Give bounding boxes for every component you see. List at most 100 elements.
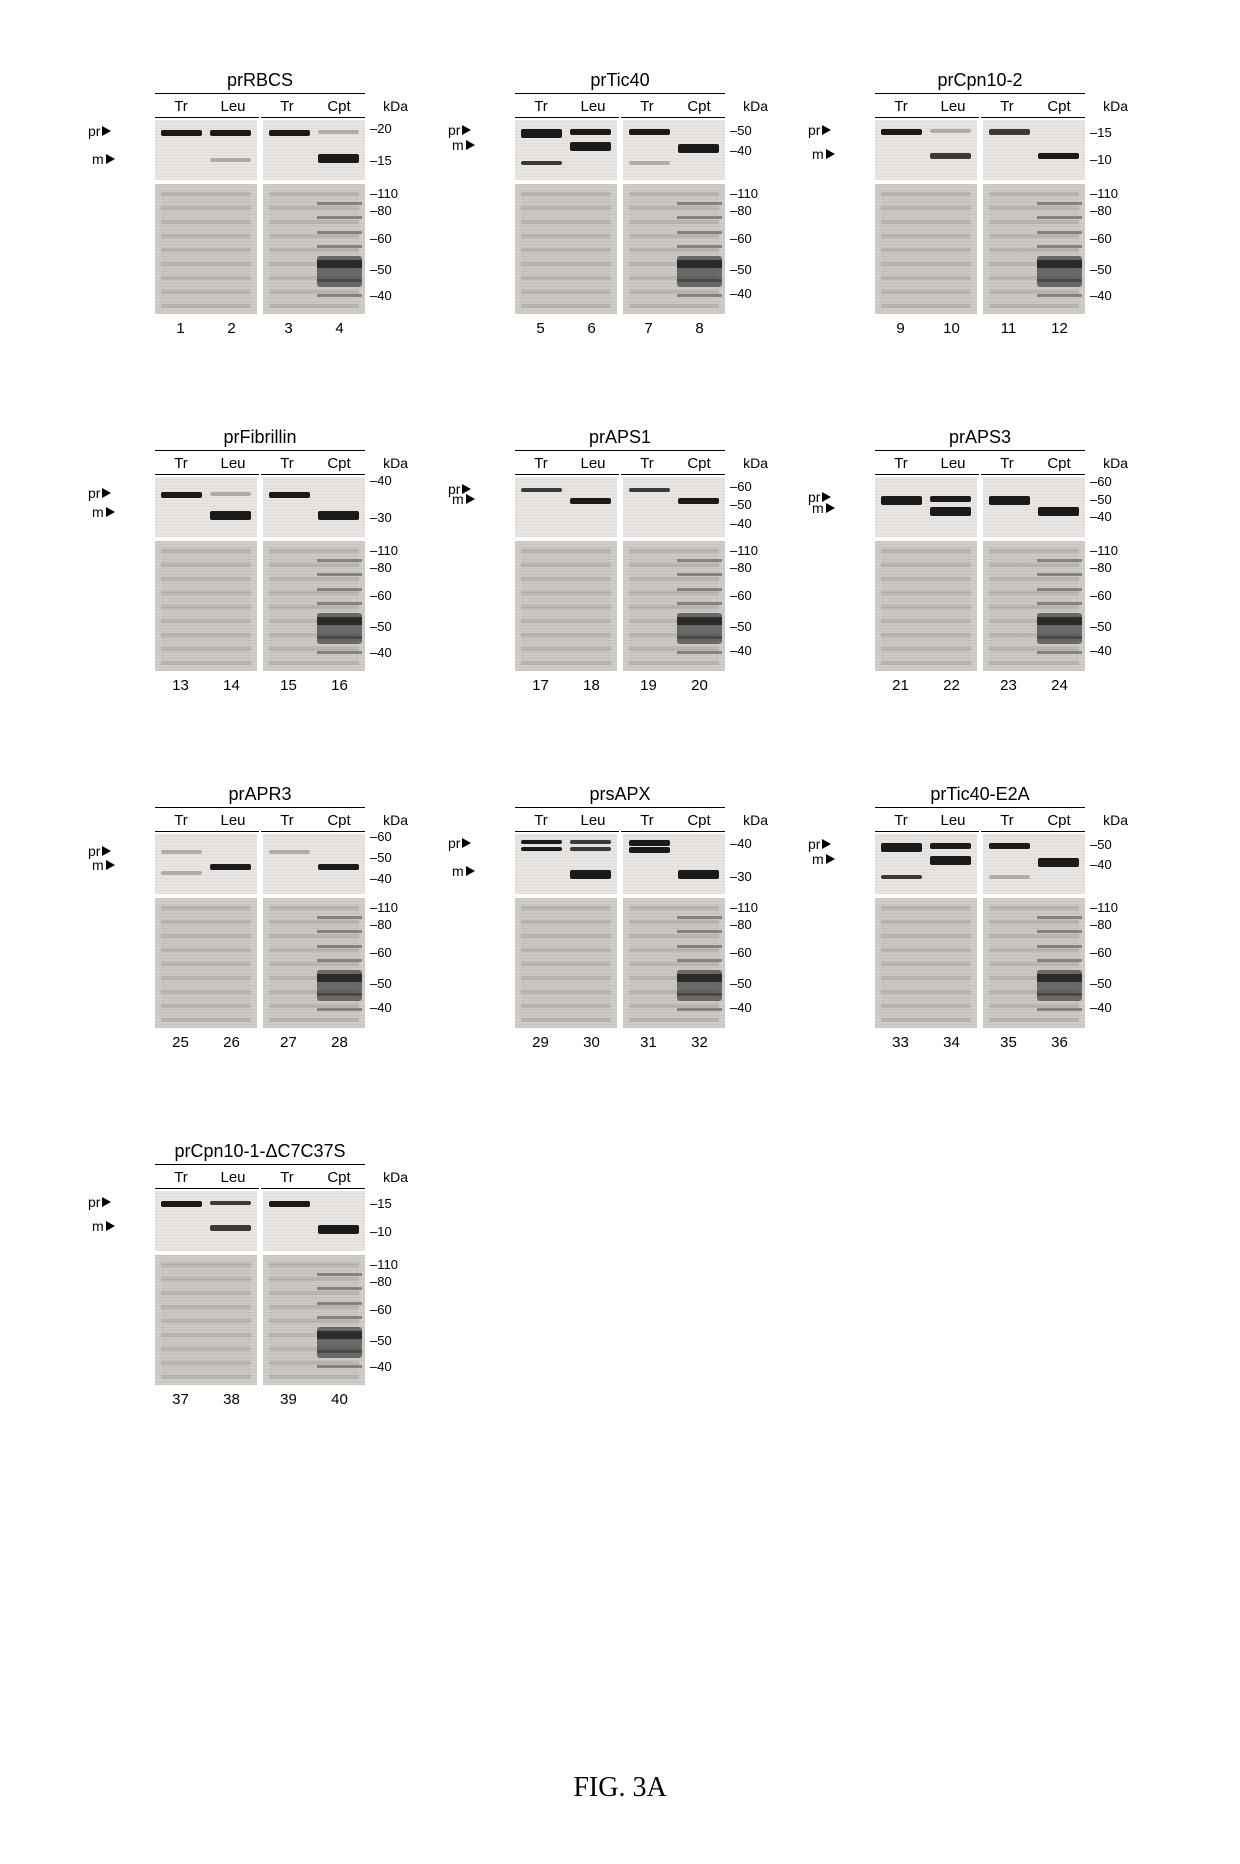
column-header: Tr: [261, 98, 313, 115]
gel-half-top: [875, 834, 977, 894]
size-marker: –60: [730, 945, 752, 960]
lane-number: 32: [674, 1034, 725, 1051]
gel-band: [881, 496, 922, 505]
size-marker: –40: [730, 516, 752, 531]
gel-top-row: [875, 834, 1085, 894]
column-header: Tr: [515, 812, 567, 829]
column-header: Tr: [981, 98, 1033, 115]
gel-top-row: [515, 120, 725, 180]
arrow-icon: [106, 154, 115, 164]
column-header: Tr: [155, 98, 207, 115]
size-marker: –110: [370, 900, 398, 915]
gel-band: [989, 843, 1030, 849]
lane-numbers: 17181920: [515, 677, 725, 694]
size-marker: –60: [1090, 588, 1112, 603]
lane-number: 8: [674, 320, 725, 337]
lane-number: 14: [206, 677, 257, 694]
size-marker: –80: [1090, 560, 1112, 575]
lane-numbers: 29303132: [515, 1034, 725, 1051]
arrow-icon: [106, 860, 115, 870]
column-header: Tr: [155, 812, 207, 829]
lane-numbers: 25262728: [155, 1034, 365, 1051]
arrow-icon: [826, 854, 835, 864]
marker-ladder: [317, 547, 362, 665]
gel-bottom-row: [515, 541, 725, 671]
gel-band: [930, 507, 971, 516]
gel-panel: prFibrillinTrLeuTrCptkDaprm–40–30–110–80…: [90, 427, 430, 694]
gel-top-row: [875, 120, 1085, 180]
gel-area: [155, 120, 365, 314]
gel-band: [678, 498, 719, 504]
gel-half-bottom: [983, 184, 1085, 314]
gel-half-top: [515, 477, 617, 537]
size-marker: –80: [370, 560, 392, 575]
gel-bottom-row: [515, 898, 725, 1028]
gel-band: [210, 158, 251, 162]
gel-panel: prCpn10-1-ΔC7C37STrLeuTrCptkDaprm–15–10–…: [90, 1141, 430, 1408]
gel-band: [318, 864, 359, 870]
gel-band: [161, 492, 202, 498]
column-header: Tr: [875, 98, 927, 115]
lane-number: 20: [674, 677, 725, 694]
gel-area: [515, 834, 725, 1028]
gel-half-bottom: [515, 541, 617, 671]
m-label: m: [92, 504, 115, 520]
gel-band: [318, 1225, 359, 1234]
gel-band: [629, 129, 670, 135]
column-header: Cpt: [313, 98, 365, 115]
column-header: Tr: [621, 98, 673, 115]
gel-half-top: [155, 1191, 257, 1251]
column-header: Cpt: [1033, 455, 1085, 472]
gel-half-bottom: [875, 184, 977, 314]
size-marker: –50: [370, 262, 392, 277]
column-header: Tr: [621, 455, 673, 472]
size-marker: –40: [370, 1000, 392, 1015]
kda-label: kDa: [383, 1169, 408, 1185]
pr-label: pr: [88, 123, 111, 139]
size-marker: –60: [730, 588, 752, 603]
gel-half-top: [623, 834, 725, 894]
gel-band: [881, 129, 922, 135]
arrow-icon: [462, 838, 471, 848]
size-marker: –110: [730, 900, 758, 915]
marker-ladder: [677, 904, 722, 1022]
column-headers: TrLeuTrCpt: [875, 455, 1085, 475]
m-label: m: [812, 851, 835, 867]
gel-bottom-row: [155, 541, 365, 671]
lane-number: 39: [263, 1391, 314, 1408]
lane-number: 40: [314, 1391, 365, 1408]
lane-numbers: 9101112: [875, 320, 1085, 337]
marker-ladder: [677, 547, 722, 665]
size-marker: –110: [1090, 543, 1118, 558]
size-marker: –40: [370, 1359, 392, 1374]
kda-label: kDa: [743, 812, 768, 828]
gel-half-bottom: [983, 898, 1085, 1028]
lane-number: 16: [314, 677, 365, 694]
size-marker: –40: [1090, 288, 1112, 303]
column-header: Tr: [621, 812, 673, 829]
column-header: Tr: [261, 455, 313, 472]
kda-label: kDa: [383, 455, 408, 471]
size-marker: –40: [1090, 1000, 1112, 1015]
gel-half-top: [875, 120, 977, 180]
gel-half-bottom: [263, 541, 365, 671]
lane-numbers: 33343536: [875, 1034, 1085, 1051]
gel-band: [930, 496, 971, 502]
gel-half-top: [155, 834, 257, 894]
panel-title: prRBCS: [155, 70, 365, 94]
gel-band: [930, 856, 971, 865]
arrow-icon: [102, 126, 111, 136]
m-label: m: [92, 857, 115, 873]
column-headers: TrLeuTrCpt: [515, 455, 725, 475]
size-marker: –50: [1090, 619, 1112, 634]
gel-half-bottom: [155, 541, 257, 671]
column-header: Cpt: [1033, 98, 1085, 115]
lane-number: 36: [1034, 1034, 1085, 1051]
arrow-icon: [466, 494, 475, 504]
size-marker: –40: [730, 836, 752, 851]
gel-band: [570, 142, 611, 151]
size-marker: –50: [370, 1333, 392, 1348]
lane-number: 29: [515, 1034, 566, 1051]
gel-area: [155, 477, 365, 671]
gel-band: [210, 1225, 251, 1231]
